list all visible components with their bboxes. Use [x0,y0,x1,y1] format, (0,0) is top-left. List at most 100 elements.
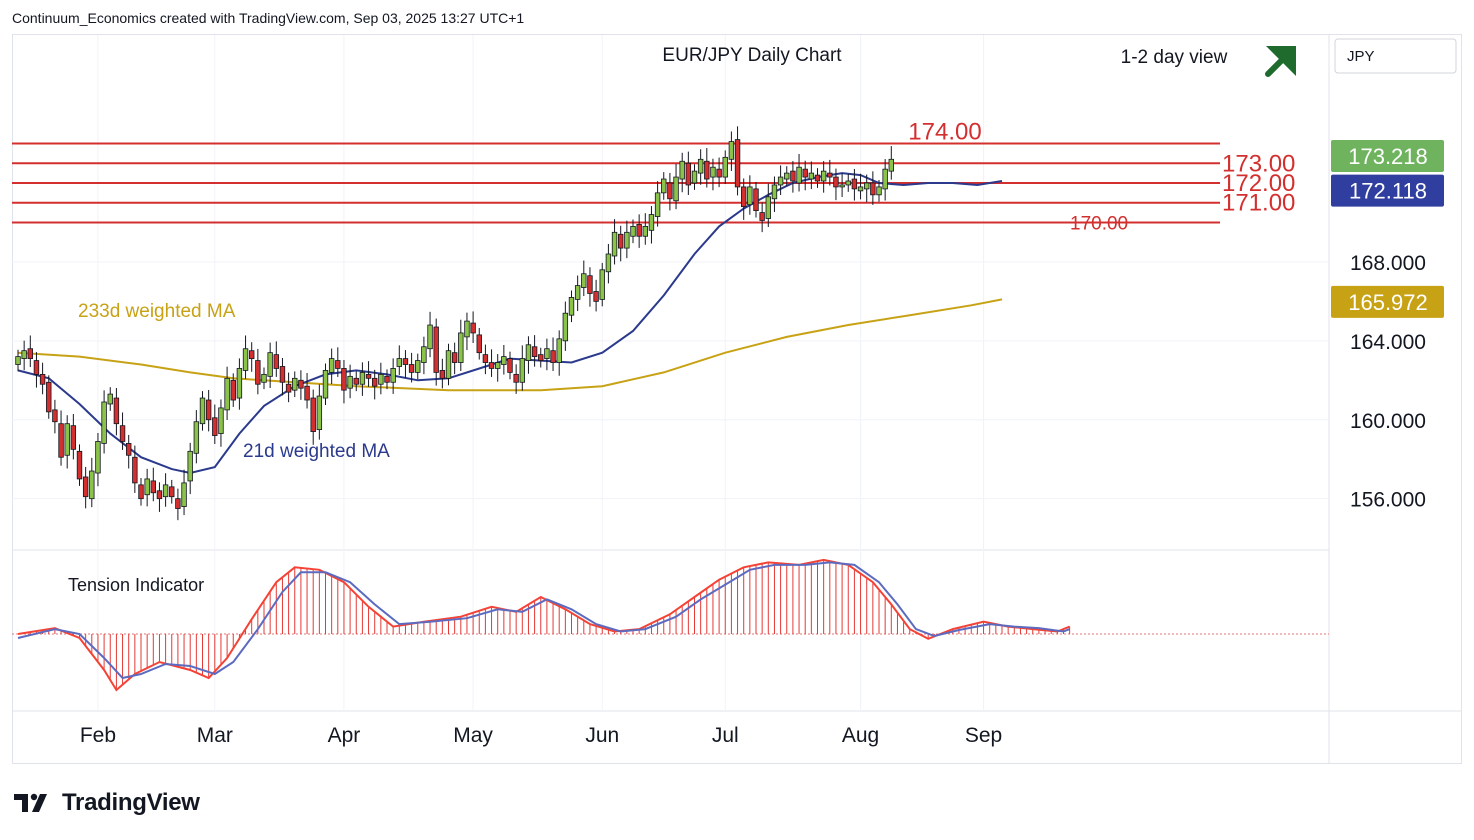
price-badge-label: 173.218 [1348,144,1428,169]
x-tick-label: Jun [585,724,619,747]
price-badge: 172.118 [1331,174,1444,207]
candle-body [261,373,267,383]
candle [458,319,464,372]
price-badge-label: 165.972 [1348,290,1428,315]
candle-body [482,354,489,363]
candle-body [187,450,193,482]
candle-body [827,172,833,178]
candle [236,358,243,410]
candle-body [421,346,427,363]
candle [525,336,532,374]
candle-body [507,358,513,373]
candle-body [39,373,46,385]
candle [710,158,716,191]
candle [839,173,845,197]
candle-body [335,360,341,369]
candle-body [304,385,310,401]
grid [12,35,1329,711]
candle-body [722,156,728,178]
candle-body [82,476,89,498]
x-tick-label: Mar [197,724,233,747]
candle-body [538,354,544,361]
candle-body [796,166,802,184]
candle [175,488,181,521]
currency-box[interactable] [1334,38,1457,74]
candle-body [654,192,661,217]
candle-body [458,332,464,363]
candle-body [181,482,187,507]
candle-body [212,417,218,436]
candle [169,479,175,504]
candle [820,161,827,193]
candle [21,340,27,371]
candle-body [630,225,636,237]
candle-body [365,373,372,379]
candle-body [169,486,175,498]
candle-body [52,409,58,423]
candle-body [857,186,864,192]
candle [636,214,642,248]
candle [704,148,710,188]
candle-body [322,370,329,399]
candle [808,161,815,190]
candle [814,168,821,188]
candle [316,384,323,440]
candle [46,375,52,419]
candle [870,171,876,205]
candle-body [870,182,876,196]
candle [691,164,698,190]
x-tick-label: Feb [80,724,116,747]
candle-body [581,273,587,288]
candle-body [193,421,200,454]
tradingview-footer[interactable]: TradingView [14,788,200,818]
candle-body [593,291,599,302]
x-tick-label: Sep [965,724,1002,747]
price-badges: 173.218 172.118 165.972 [1331,139,1444,318]
candle [648,206,655,244]
candle [427,311,433,358]
candle-body [292,377,298,391]
candle [568,290,575,323]
candle-body [113,397,120,425]
candle-body [427,324,433,350]
candle-body [384,375,390,383]
candle [156,482,163,512]
price-badge-box [1331,285,1444,318]
candle-body [95,441,101,474]
candle [76,444,83,486]
candle [494,354,501,382]
candle-body [648,214,655,231]
candle [439,358,446,389]
candle [618,225,624,262]
candle-body [390,368,396,383]
candle [507,351,513,380]
candle-body [33,360,40,375]
candle-body [359,371,366,385]
tension-indicator-pane [12,558,1329,692]
candle-body [267,352,273,377]
candle-body [784,172,790,180]
candle [242,335,249,379]
candle-body [624,231,630,249]
candle [402,350,409,378]
candle-body [205,399,212,421]
candle-body [445,350,452,379]
moving-averages [17,172,1003,475]
candle-body [888,158,894,172]
candle [150,467,156,502]
level-label: 173.00 [1222,150,1295,177]
candle-body [310,397,316,432]
tension-indicator-label: Tension Indicator [68,575,204,595]
candle [273,341,279,377]
candle [777,165,784,196]
candle-body [728,141,735,160]
candle-body [611,231,618,257]
candle [587,267,593,307]
price-badge: 173.218 [1331,139,1444,172]
candle [673,163,679,210]
candle-body [568,297,575,316]
candle [408,352,415,383]
candle-body [439,370,446,379]
candle [365,361,372,387]
